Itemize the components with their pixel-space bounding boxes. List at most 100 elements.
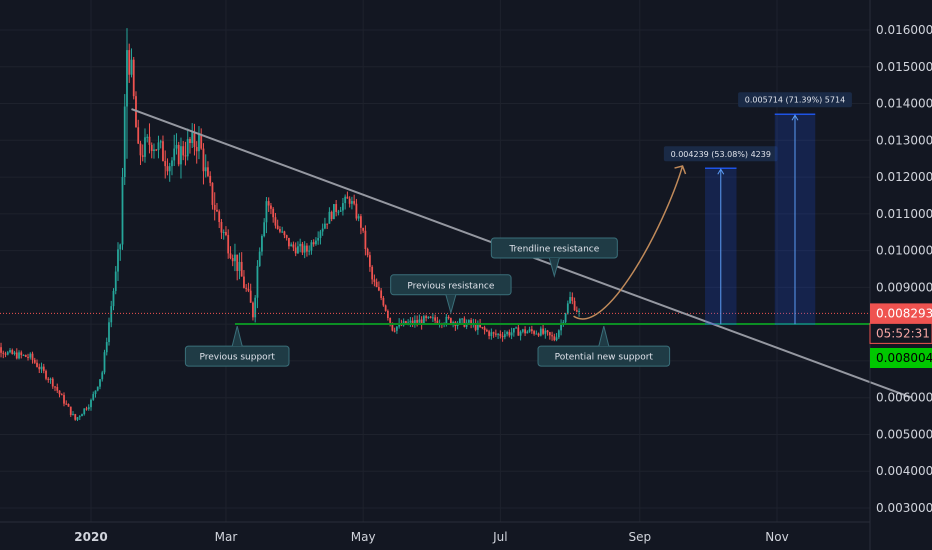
candle-body <box>283 231 286 236</box>
callout-label: Previous resistance <box>407 281 495 291</box>
y-tick-label: 0.005000 <box>876 427 932 441</box>
candle-body <box>546 330 549 333</box>
candle-body <box>150 144 153 152</box>
candle-body <box>99 379 101 387</box>
callout-label: Trendline resistance <box>508 245 599 255</box>
candle-body <box>395 326 398 331</box>
candle-body <box>101 372 104 380</box>
candle-body <box>413 320 416 325</box>
candle-body <box>78 416 81 418</box>
candle-body <box>434 317 437 321</box>
candle-body <box>0 347 2 353</box>
candle-body <box>497 333 500 335</box>
candle-body <box>449 318 452 325</box>
candle-body <box>249 290 252 303</box>
candle-body <box>103 352 106 373</box>
candle-body <box>317 237 320 241</box>
candle-body <box>245 287 248 289</box>
candle-body <box>63 395 65 404</box>
candle-body <box>211 182 214 205</box>
candle-body <box>13 352 16 354</box>
candle-body <box>265 201 268 223</box>
candle-body <box>544 330 547 334</box>
candle-body <box>225 232 227 236</box>
candle-body <box>301 243 304 253</box>
candle-body <box>384 305 387 311</box>
candle-body <box>447 316 450 319</box>
candle-body <box>216 209 218 212</box>
measure-arrow-head <box>717 168 725 175</box>
candle-body <box>184 155 187 157</box>
y-tick-label: 0.006000 <box>876 391 932 405</box>
candle-body <box>470 320 473 325</box>
candle-body <box>382 297 385 306</box>
projection-curve <box>573 165 684 320</box>
candle-body <box>517 327 520 336</box>
candle-body <box>386 310 389 318</box>
current-price-label: 0.008293 <box>876 306 932 320</box>
y-tick-label: 0.003000 <box>876 501 932 515</box>
candle-body <box>234 254 236 262</box>
candle-body <box>279 229 281 232</box>
candle-body <box>499 333 502 336</box>
candle-body <box>186 139 189 157</box>
candle-body <box>4 353 7 355</box>
candle-body <box>539 328 542 336</box>
candle-body <box>18 352 20 359</box>
candle-body <box>328 211 331 224</box>
candle-body <box>220 221 223 233</box>
candle-body <box>229 253 232 259</box>
candle-body <box>51 378 54 387</box>
candle-body <box>272 208 275 218</box>
x-axis[interactable]: 2020 Mar May Jul Sep Nov <box>74 530 788 544</box>
measure-label: 0.005714 (71.39%) 5714 <box>745 96 845 105</box>
candle-body <box>15 352 18 359</box>
candle-body <box>362 227 365 231</box>
candle-body <box>551 335 553 337</box>
candle-body <box>297 246 299 254</box>
candle-body <box>409 320 412 323</box>
candle-body <box>364 230 367 250</box>
candle-body <box>508 331 511 336</box>
candle-body <box>373 279 376 282</box>
candle-body <box>238 261 241 271</box>
candle-body <box>303 245 306 253</box>
candle-body <box>380 290 383 298</box>
candle-body <box>146 136 149 138</box>
candle-body <box>515 327 517 329</box>
candle-body <box>425 316 428 318</box>
candle-body <box>344 196 347 204</box>
candle-body <box>299 243 302 247</box>
grid <box>0 0 870 522</box>
candle-body <box>429 316 432 318</box>
candle-body <box>337 211 340 213</box>
candle-body <box>94 390 97 395</box>
candle-body <box>20 352 23 355</box>
candle-body <box>261 236 263 252</box>
y-tick-label: 0.011000 <box>876 207 932 221</box>
candle-body <box>207 167 209 176</box>
candle-body <box>357 216 360 219</box>
candle-body <box>308 250 311 252</box>
candle-body <box>58 390 61 395</box>
callout-label: Potential new support <box>555 353 654 363</box>
y-tick-label: 0.014000 <box>876 97 932 111</box>
candle-body <box>38 366 41 370</box>
candle-body <box>553 336 556 341</box>
candle-body <box>535 333 538 335</box>
candle-body <box>87 407 90 410</box>
candle-body <box>110 306 113 323</box>
candle-body <box>182 146 185 156</box>
candle-body <box>74 414 77 420</box>
candle-body <box>578 310 580 312</box>
y-tick-label: 0.012000 <box>876 170 932 184</box>
candle-body <box>533 331 535 334</box>
candle-body <box>274 217 277 226</box>
candle-body <box>375 281 378 288</box>
candle-body <box>218 211 221 222</box>
candle-body <box>368 255 371 267</box>
candle-body <box>195 146 198 152</box>
candle-body <box>510 332 513 336</box>
candle-body <box>139 143 142 156</box>
